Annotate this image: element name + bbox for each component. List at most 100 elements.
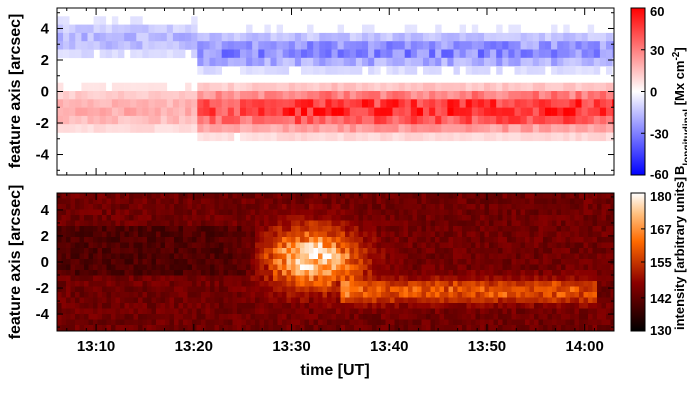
bottom-heatmap-cell xyxy=(223,264,229,271)
top-heatmap-cell xyxy=(185,91,192,100)
bottom-colorbar-tick-label: 167 xyxy=(650,222,672,237)
top-heatmap-cell xyxy=(166,49,174,59)
bottom-heatmap-cell xyxy=(417,264,422,271)
bottom-heatmap-cell xyxy=(358,319,364,326)
bottom-heatmap-cell xyxy=(66,325,71,331)
bottom-heatmap-cell xyxy=(327,259,332,265)
bottom-heatmap-cell xyxy=(516,325,521,331)
top-heatmap-cell xyxy=(410,66,418,75)
bottom-heatmap-cell xyxy=(57,314,62,320)
top-heatmap-cell xyxy=(63,49,70,59)
bottom-heatmap-cell xyxy=(129,215,134,221)
top-heatmap-cell xyxy=(130,16,137,25)
bottom-heatmap-cell xyxy=(588,215,593,221)
bottom-heatmap-cell xyxy=(403,248,409,254)
top-heatmap-cell xyxy=(325,82,332,92)
bottom-heatmap-cell xyxy=(88,198,94,205)
bottom-heatmap-cell xyxy=(336,281,341,287)
top-heatmap-cell xyxy=(569,132,576,142)
bottom-heatmap-cell xyxy=(367,226,373,232)
bottom-heatmap-cell xyxy=(66,248,71,254)
top-heatmap-cell xyxy=(276,24,283,34)
bottom-heatmap-cell xyxy=(115,319,121,326)
bottom-heatmap-cell xyxy=(493,308,499,315)
top-heatmap-cell xyxy=(410,49,418,59)
top-heatmap-cell xyxy=(81,41,88,50)
bottom-heatmap-cell xyxy=(61,314,67,320)
top-heatmap-cell xyxy=(398,132,405,142)
bottom-heatmap-cell xyxy=(232,248,238,254)
bottom-heatmap-cell xyxy=(345,325,350,331)
top-heatmap-cell xyxy=(362,107,369,117)
bottom-heatmap-cell xyxy=(151,308,157,315)
top-heatmap-cell xyxy=(520,32,527,42)
bottom-heatmap-cell xyxy=(417,242,422,249)
bottom-heatmap-cell xyxy=(408,314,413,320)
bottom-heatmap-cell xyxy=(345,314,350,320)
top-heatmap-cell xyxy=(398,57,405,67)
bottom-xtick-label: 13:30 xyxy=(272,338,310,355)
bottom-heatmap-cell xyxy=(88,259,94,265)
bottom-heatmap-cell xyxy=(246,237,251,243)
bottom-heatmap-cell xyxy=(520,308,526,315)
bottom-heatmap-cell xyxy=(174,259,179,265)
top-heatmap-cell xyxy=(416,49,424,59)
bottom-heatmap-cell xyxy=(462,297,467,304)
bottom-heatmap-cell xyxy=(79,220,85,227)
bottom-heatmap-cell xyxy=(354,198,359,205)
bottom-heatmap-cell xyxy=(583,248,589,254)
bottom-heatmap-cell xyxy=(120,209,125,216)
bottom-heatmap-cell xyxy=(111,248,116,254)
bottom-heatmap-cell xyxy=(232,319,238,326)
bottom-heatmap-cell xyxy=(421,325,427,331)
bottom-heatmap-cell xyxy=(372,292,377,298)
top-heatmap-cell xyxy=(264,132,271,142)
top-heatmap-cell xyxy=(63,115,70,125)
bottom-heatmap-cell xyxy=(120,275,125,282)
bottom-heatmap-cell xyxy=(264,292,269,298)
top-heatmap-cell xyxy=(99,115,107,125)
top-heatmap-cell xyxy=(380,57,387,67)
top-heatmap-cell xyxy=(575,91,582,100)
bottom-heatmap-cell xyxy=(120,242,125,249)
bottom-heatmap-cell xyxy=(511,226,517,232)
bottom-heatmap-cell xyxy=(516,242,521,249)
bottom-heatmap-cell xyxy=(385,325,391,331)
bottom-heatmap-cell xyxy=(169,297,175,304)
bottom-heatmap-cell xyxy=(340,204,346,210)
top-heatmap-cell xyxy=(142,82,149,92)
bottom-heatmap-cell xyxy=(327,226,332,232)
bottom-heatmap-cell xyxy=(444,253,449,260)
bottom-heatmap-cell xyxy=(385,209,391,216)
bottom-heatmap-cell xyxy=(124,275,130,282)
bottom-heatmap-cell xyxy=(259,242,265,249)
bottom-heatmap-cell xyxy=(214,270,220,276)
bottom-heatmap-cell xyxy=(403,226,409,232)
bottom-heatmap-cell xyxy=(273,264,278,271)
top-heatmap-cell xyxy=(301,66,308,75)
top-heatmap-cell xyxy=(380,115,387,125)
bottom-heatmap-cell xyxy=(376,281,382,287)
bottom-heatmap-cell xyxy=(201,264,206,271)
top-heatmap-cell xyxy=(221,82,229,92)
bottom-heatmap-cell xyxy=(309,237,314,243)
top-heatmap-cell xyxy=(453,49,460,59)
bottom-heatmap-cell xyxy=(205,220,211,227)
bottom-heatmap-cell xyxy=(291,292,296,298)
bottom-heatmap-cell xyxy=(493,237,499,243)
top-heatmap-cell xyxy=(526,124,534,133)
bottom-heatmap-cell xyxy=(66,314,71,320)
top-heatmap-cell xyxy=(441,107,448,117)
top-heatmap-cell xyxy=(392,66,399,75)
bottom-heatmap-cell xyxy=(367,292,373,298)
bottom-heatmap-cell xyxy=(462,248,467,254)
bottom-heatmap-cell xyxy=(120,193,125,199)
bottom-heatmap-cell xyxy=(538,275,544,282)
bottom-heatmap-cell xyxy=(57,248,62,254)
top-heatmap-cell xyxy=(441,91,448,100)
bottom-heatmap-cell xyxy=(390,220,395,227)
top-heatmap-cell xyxy=(142,41,149,50)
bottom-heatmap-cell xyxy=(412,231,418,238)
top-heatmap-cell xyxy=(111,24,119,34)
